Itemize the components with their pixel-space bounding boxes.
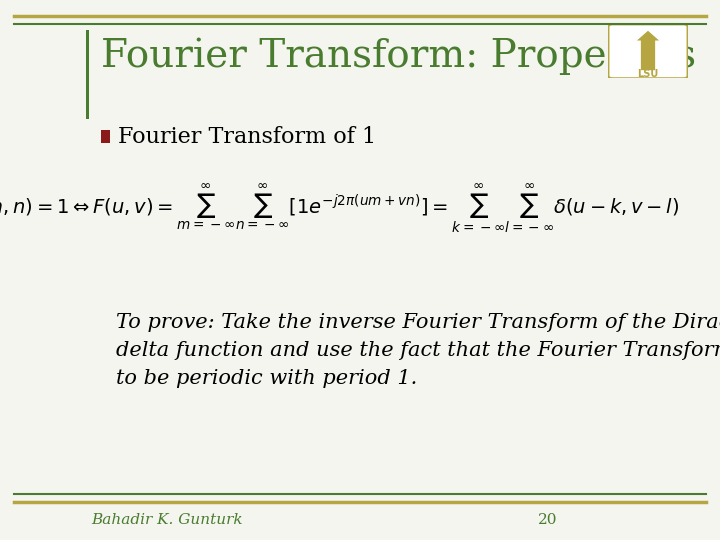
- Text: Fourier Transform of 1: Fourier Transform of 1: [118, 126, 377, 147]
- Text: To prove: Take the inverse Fourier Transform of the Dirac
delta function and use: To prove: Take the inverse Fourier Trans…: [116, 313, 720, 388]
- FancyBboxPatch shape: [608, 24, 688, 78]
- FancyBboxPatch shape: [86, 30, 89, 119]
- Text: $f(m,n) = 1 \Leftrightarrow F(u,v) = \sum_{m=-\infty}^{\infty} \sum_{n=-\infty}^: $f(m,n) = 1 \Leftrightarrow F(u,v) = \su…: [0, 181, 680, 235]
- Text: 20: 20: [539, 513, 558, 527]
- Bar: [101, 130, 110, 143]
- Text: Bahadir K. Gunturk: Bahadir K. Gunturk: [91, 513, 243, 527]
- FancyArrow shape: [637, 31, 659, 70]
- Text: Fourier Transform: Properties: Fourier Transform: Properties: [101, 38, 696, 76]
- Text: LSU: LSU: [637, 69, 659, 79]
